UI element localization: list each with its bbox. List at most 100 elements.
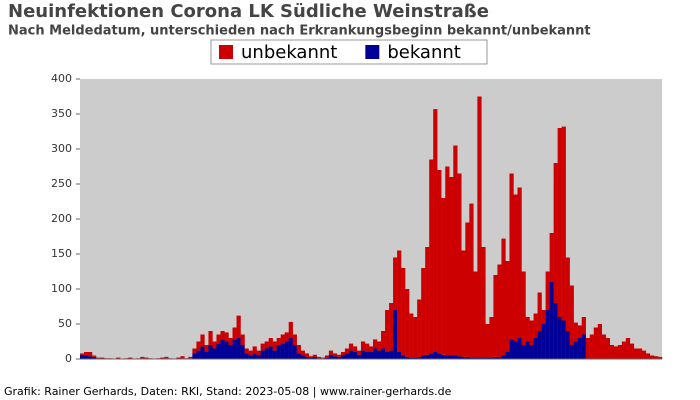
- bar-segment: [292, 345, 297, 359]
- bar-segment: [304, 353, 309, 357]
- bar-segment: [401, 268, 406, 356]
- bar-segment: [360, 341, 366, 351]
- bar-segment: [421, 268, 426, 356]
- bar-segment: [140, 356, 145, 359]
- bar-segment: [188, 356, 193, 359]
- legend-box: [210, 39, 488, 65]
- bar-segment: [288, 321, 293, 338]
- bar-segment: [437, 170, 442, 354]
- bar-segment: [493, 356, 498, 359]
- bar-segment: [429, 159, 434, 354]
- bar-segment: [569, 285, 574, 345]
- bar-segment: [501, 355, 506, 359]
- bar-segment: [324, 355, 330, 358]
- bar-segment: [397, 352, 402, 359]
- bar-segment: [180, 356, 185, 359]
- bar-segment: [393, 310, 398, 359]
- bar-segment: [272, 350, 277, 359]
- bar-segment: [413, 317, 418, 358]
- bar-segment: [637, 348, 643, 359]
- bar-segment: [192, 353, 197, 359]
- bar-segment: [501, 238, 506, 356]
- bar-segment: [204, 345, 209, 352]
- bar-segment: [573, 341, 578, 359]
- bar-segment: [336, 356, 342, 359]
- bar-segment: [553, 163, 558, 303]
- bar-segment: [340, 355, 346, 359]
- bar-segment: [593, 327, 598, 359]
- bar-segment: [581, 334, 586, 359]
- bar-segment: [292, 334, 297, 345]
- bar-segment: [381, 331, 386, 349]
- bar-segment: [80, 353, 85, 355]
- bar-segment: [200, 334, 205, 347]
- bar-segment: [344, 353, 350, 359]
- bar-segment: [505, 261, 510, 352]
- bar-segment: [208, 331, 213, 345]
- bar-segment: [497, 356, 502, 359]
- bar-segment: [256, 355, 261, 359]
- bar-segment: [549, 282, 554, 359]
- bar-segment: [409, 313, 414, 358]
- bar-segment: [621, 341, 627, 359]
- bar-segment: [517, 338, 522, 359]
- bar-segment: [244, 353, 249, 359]
- bar-segment: [224, 332, 229, 342]
- bar-segment: [116, 357, 121, 359]
- bar-segment: [192, 348, 197, 354]
- bar-segment: [469, 203, 474, 358]
- bar-segment: [300, 355, 305, 359]
- bar-segment: [312, 356, 318, 359]
- bar-segment: [453, 355, 458, 359]
- bar-segment: [232, 327, 237, 340]
- bar-segment: [216, 334, 221, 344]
- bar-segment: [385, 352, 390, 359]
- bar-segment: [625, 338, 631, 359]
- legend: unbekannt bekannt: [210, 39, 488, 65]
- bar-segment: [409, 357, 414, 359]
- bar-segment: [300, 350, 305, 356]
- bar-segment: [204, 352, 209, 359]
- bar-segment: [308, 357, 313, 359]
- bar-segment: [236, 315, 241, 338]
- bar-segment: [348, 350, 354, 359]
- bar-segment: [368, 352, 374, 359]
- bar-segment: [577, 325, 582, 338]
- bar-segment: [641, 350, 647, 359]
- bar-segment: [533, 338, 538, 359]
- bar-segment: [296, 353, 301, 359]
- bar-segment: [264, 341, 269, 349]
- y-tick-label: 400: [51, 72, 72, 85]
- bar-segment: [453, 145, 458, 356]
- bar-segment: [601, 334, 607, 359]
- bar-segment: [92, 356, 97, 359]
- bar-segment: [529, 320, 534, 345]
- bar-segment: [513, 341, 518, 359]
- bar-segment: [585, 338, 590, 359]
- bar-segment: [196, 341, 201, 351]
- bar-segment: [328, 350, 334, 355]
- bar-segment: [473, 271, 478, 358]
- y-tick-label: 300: [51, 142, 72, 155]
- bar-segment: [545, 310, 550, 359]
- bar-segment: [352, 346, 358, 352]
- bar-segment: [377, 341, 382, 351]
- bar-segment: [597, 324, 602, 359]
- bar-segment: [280, 334, 285, 344]
- bar-segment: [224, 341, 229, 359]
- bar-segment: [397, 250, 402, 352]
- legend-label: bekannt: [387, 42, 461, 63]
- bar-segment: [284, 341, 289, 359]
- bar-segment: [304, 356, 309, 359]
- bar-segment: [240, 345, 245, 359]
- bar-segment: [469, 357, 474, 359]
- bar-segment: [489, 357, 494, 359]
- bar-segment: [465, 222, 470, 357]
- bar-segment: [465, 356, 470, 359]
- bar-segment: [364, 352, 370, 359]
- bar-segment: [364, 343, 370, 352]
- bar-segment: [196, 350, 201, 359]
- bar-segment: [252, 346, 257, 354]
- bar-segment: [477, 96, 482, 358]
